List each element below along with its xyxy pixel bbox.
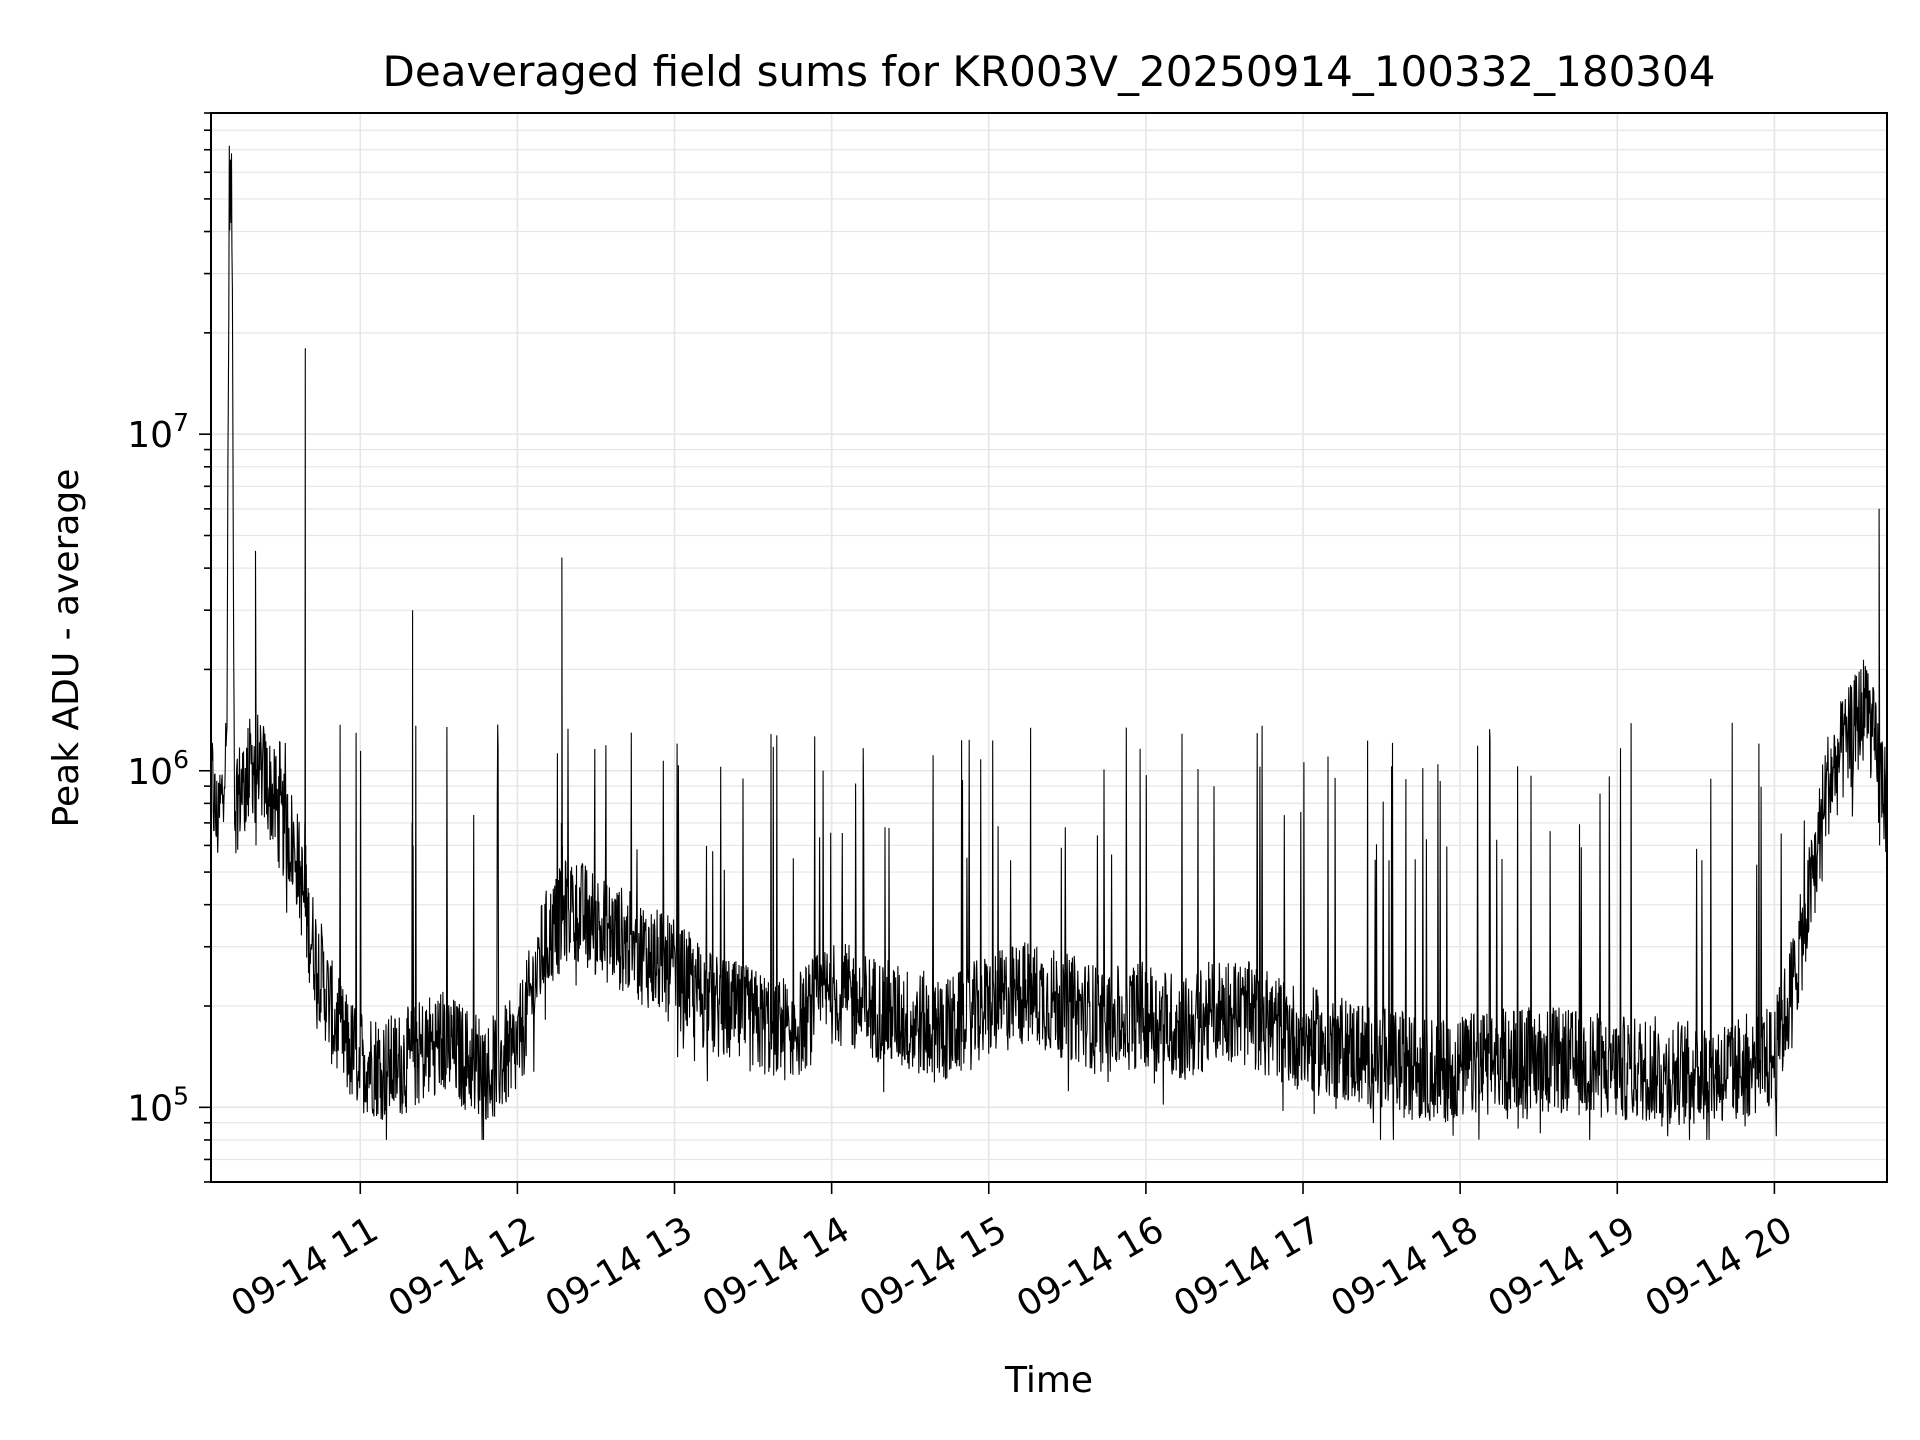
- y-tick-label: 106: [127, 745, 189, 793]
- y-tick-label: 105: [127, 1081, 189, 1129]
- y-tick-label: 107: [127, 408, 189, 456]
- plot-frame: [210, 112, 1888, 1183]
- x-axis-label: Time: [1004, 1360, 1093, 1401]
- data-series: [210, 145, 1888, 1140]
- chart-title: Deaveraged field sums for KR003V_2025091…: [383, 47, 1716, 96]
- y-axis-label: Peak ADU - average: [46, 469, 87, 828]
- series-line: [210, 145, 1888, 1140]
